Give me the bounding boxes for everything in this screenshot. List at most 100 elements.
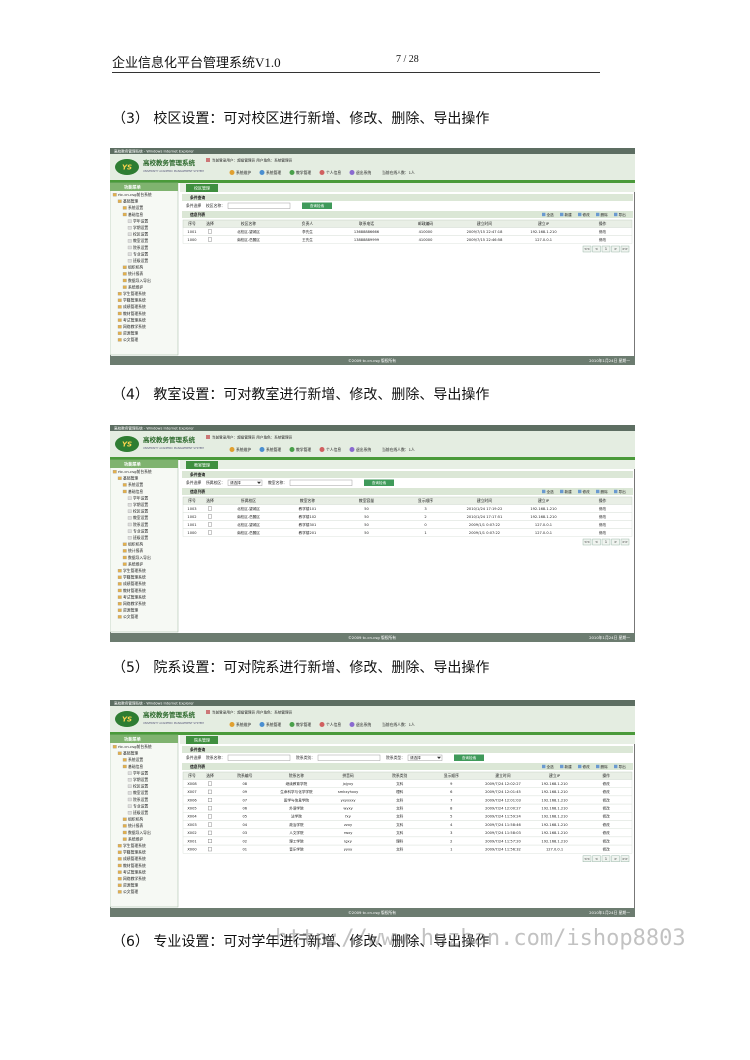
- pager-label[interactable]: >>: [622, 540, 628, 544]
- nav-item[interactable]: 系统维护: [236, 722, 251, 727]
- nav-item[interactable]: 退出系统: [356, 722, 371, 727]
- row-checkbox[interactable]: [207, 789, 212, 794]
- tree-item[interactable]: 院系设置: [133, 245, 148, 250]
- table-cell[interactable]: 修改: [599, 522, 607, 527]
- tab-label[interactable]: 院系管理: [194, 736, 210, 742]
- tree-item[interactable]: 网络教学系统: [123, 601, 146, 606]
- pager-label[interactable]: >: [614, 247, 617, 251]
- pager-button[interactable]: [582, 538, 592, 546]
- tree-item[interactable]: 成绩管理系统: [123, 581, 146, 586]
- row-checkbox[interactable]: [207, 797, 212, 802]
- tree-item[interactable]: 学年设置: [133, 770, 148, 775]
- tree-item[interactable]: 基础管理: [123, 751, 138, 756]
- search-button[interactable]: [454, 754, 484, 762]
- tree-item[interactable]: 考试管理系统: [123, 869, 146, 874]
- pager-button[interactable]: [592, 855, 601, 863]
- pager-label[interactable]: <: [595, 540, 598, 544]
- pager-button[interactable]: [582, 245, 592, 253]
- pager-label[interactable]: >>: [622, 247, 628, 251]
- tree-item[interactable]: 学籍管理系统: [123, 575, 146, 580]
- table-cell[interactable]: 修改: [599, 530, 607, 535]
- tree-item[interactable]: 学籍管理系统: [123, 298, 146, 303]
- tree-item[interactable]: 班级设置: [133, 535, 148, 540]
- pager-label[interactable]: <: [595, 857, 598, 861]
- table-cell[interactable]: 修改: [603, 814, 611, 819]
- nav-item[interactable]: 系统维护: [236, 170, 251, 175]
- toolbar-button[interactable]: 修改: [583, 212, 591, 217]
- table-cell[interactable]: 修改: [603, 838, 611, 843]
- pager-button[interactable]: [611, 245, 620, 253]
- tree-item[interactable]: 组织机构: [128, 817, 143, 822]
- filter-input[interactable]: [317, 754, 381, 761]
- tree-item[interactable]: 专业设置: [133, 251, 148, 256]
- nav-item[interactable]: 系统管理: [266, 722, 281, 727]
- toolbar-button[interactable]: 新建: [565, 212, 573, 217]
- toolbar-button[interactable]: 删除: [601, 764, 609, 769]
- tree-item[interactable]: 网络教学系统: [123, 876, 146, 881]
- pager-label[interactable]: >>: [622, 857, 628, 861]
- tree-item[interactable]: 学年设置: [133, 495, 148, 500]
- pager-button[interactable]: [611, 855, 620, 863]
- tree-item[interactable]: 系统维护: [128, 284, 143, 289]
- pager-label[interactable]: 1: [605, 540, 607, 544]
- tree-item[interactable]: 统计报表: [128, 823, 143, 828]
- nav-item[interactable]: 系统管理: [266, 170, 281, 175]
- toolbar-button[interactable]: 新建: [565, 489, 573, 494]
- nav-item[interactable]: 退出系统: [356, 170, 371, 175]
- toolbar-button[interactable]: 导出: [619, 489, 627, 494]
- row-checkbox[interactable]: [207, 838, 212, 843]
- nav-item[interactable]: 个人信息: [326, 722, 341, 727]
- tree-item[interactable]: 考试管理系统: [123, 594, 146, 599]
- row-checkbox[interactable]: [207, 522, 212, 527]
- row-checkbox[interactable]: [207, 847, 212, 852]
- row-checkbox[interactable]: [207, 814, 212, 819]
- tree-item[interactable]: 校区设置: [133, 509, 148, 514]
- table-cell[interactable]: 修改: [599, 229, 607, 234]
- nav-item[interactable]: 退出系统: [356, 447, 371, 452]
- table-cell[interactable]: 修改: [603, 789, 611, 794]
- tree-item[interactable]: 系统维护: [128, 561, 143, 566]
- pager-label[interactable]: 1: [605, 247, 607, 251]
- pager-label[interactable]: <<: [584, 247, 590, 251]
- toolbar-button[interactable]: 导出: [619, 212, 627, 217]
- row-checkbox[interactable]: [207, 530, 212, 535]
- tree-item[interactable]: 资源管理: [123, 883, 138, 888]
- toolbar-button[interactable]: 全选: [547, 764, 555, 769]
- pager-button[interactable]: [601, 245, 611, 253]
- search-button[interactable]: [364, 479, 394, 487]
- pager-label[interactable]: <<: [584, 857, 590, 861]
- toolbar-button[interactable]: 删除: [601, 489, 609, 494]
- tree-item[interactable]: 考试管理系统: [123, 317, 146, 322]
- tree-item[interactable]: 专业设置: [133, 803, 148, 808]
- nav-item[interactable]: 系统维护: [236, 447, 251, 452]
- tree-item[interactable]: 学生管理系统: [123, 291, 146, 296]
- pager-button[interactable]: [582, 855, 592, 863]
- tab-label[interactable]: 校区管理: [194, 184, 210, 190]
- pager-label[interactable]: <: [595, 247, 598, 251]
- pager-label[interactable]: >: [614, 857, 617, 861]
- tree-item[interactable]: 校区设置: [133, 784, 148, 789]
- tree-item[interactable]: 公文管理: [123, 337, 138, 342]
- nav-item[interactable]: 教学管理: [296, 722, 311, 727]
- search-button-label[interactable]: 查询检索: [310, 203, 325, 208]
- pager-button[interactable]: [620, 538, 630, 546]
- tree-item[interactable]: 教材管理系统: [123, 588, 146, 593]
- tree-item[interactable]: 班级设置: [133, 810, 148, 815]
- tree-item[interactable]: 成绩管理系统: [123, 304, 146, 309]
- tree-item[interactable]: 学期设置: [133, 502, 148, 507]
- toolbar-button[interactable]: 修改: [583, 764, 591, 769]
- search-button[interactable]: [302, 202, 332, 210]
- toolbar-button[interactable]: 新建: [565, 764, 573, 769]
- tree-item[interactable]: 公文管理: [123, 614, 138, 619]
- tree-item[interactable]: 资源管理: [123, 608, 138, 613]
- tab-label[interactable]: 教室管理: [194, 461, 210, 467]
- tree-item[interactable]: 系统维护: [128, 836, 143, 841]
- tree-item[interactable]: 基础信息: [128, 212, 143, 217]
- table-cell[interactable]: 修改: [603, 822, 611, 827]
- row-checkbox[interactable]: [207, 781, 212, 786]
- tree-item[interactable]: 基础信息: [128, 764, 143, 769]
- tree-item[interactable]: rtc.cn.csg前台系统: [118, 192, 152, 197]
- toolbar-button[interactable]: 导出: [619, 764, 627, 769]
- row-checkbox[interactable]: [207, 237, 212, 242]
- tree-item[interactable]: 网络教学系统: [123, 324, 146, 329]
